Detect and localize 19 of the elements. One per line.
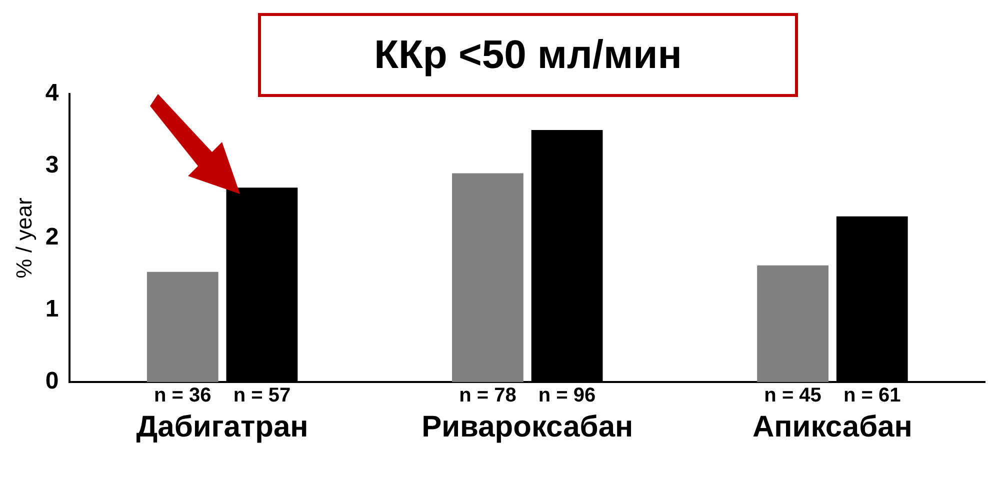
- annotation: n = 36: [154, 384, 212, 407]
- annotation: n = 57: [233, 384, 291, 407]
- annotation: n = 45: [764, 384, 822, 407]
- y-tick-label: 2: [45, 224, 59, 251]
- y-tick-label: 3: [45, 152, 59, 179]
- chart-title: ККр <50 мл/мин: [258, 13, 798, 97]
- x-tick-label: Апиксабан: [752, 410, 912, 444]
- bar: [452, 173, 524, 382]
- y-tick-label: 0: [45, 368, 59, 395]
- annotation: n = 61: [843, 384, 901, 407]
- y-axis-title: % / year: [11, 198, 36, 278]
- x-tick-label: Ривароксабан: [422, 410, 634, 444]
- y-tick-label: 1: [45, 296, 59, 323]
- bar: [146, 272, 218, 382]
- annotation: n = 78: [459, 384, 516, 407]
- annotation: n = 96: [538, 384, 596, 407]
- y-tick-label: 4: [45, 80, 60, 107]
- x-tick-label: Дабигатран: [136, 410, 308, 444]
- bar: [757, 265, 828, 382]
